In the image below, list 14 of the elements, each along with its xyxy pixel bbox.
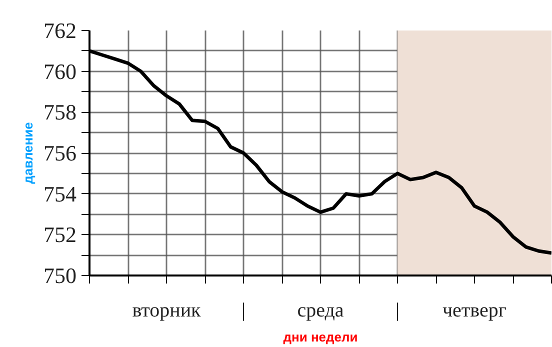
x-tick-label: четверг [442,300,507,322]
y-tick-label: 754 [44,181,76,206]
x-axis-title: дни недели [283,330,358,344]
y-tick-label: 762 [44,18,76,43]
x-tick-label: среда [297,300,344,322]
y-tick-label: 750 [44,263,76,288]
y-tick-label: 760 [44,58,76,84]
y-tick-label: 756 [44,140,76,166]
y-axis-title: давление [20,122,36,184]
x-tick-label: | [396,300,400,322]
x-tick-label: вторник [132,300,202,322]
y-tick-label: 758 [44,100,76,125]
x-tick-label: | [242,300,246,322]
y-tick-label: 752 [44,222,76,248]
